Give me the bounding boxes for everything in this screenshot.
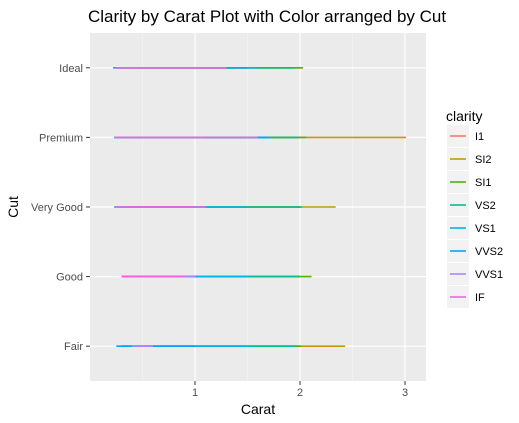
legend-label: I1	[475, 131, 484, 143]
y-axis-ticks: Fair Good Very Good Premium Ideal	[31, 63, 90, 353]
legend-item-vvs2: VVS2	[447, 240, 503, 262]
legend-label: SI2	[475, 154, 492, 166]
x-tick-label: 1	[192, 387, 198, 399]
legend-label: SI1	[475, 177, 492, 189]
x-tick-label: 3	[402, 387, 408, 399]
y-tick-label: Very Good	[31, 202, 83, 214]
series-marks	[113, 67, 407, 348]
chart-title: Clarity by Carat Plot with Color arrange…	[88, 7, 446, 26]
x-tick-label: 2	[297, 387, 303, 399]
legend-title: clarity	[446, 108, 483, 124]
legend-item-i1: I1	[447, 125, 484, 147]
legend-label: VS1	[475, 223, 496, 235]
y-tick-label: Fair	[64, 341, 83, 353]
legend-item-vs2: VS2	[447, 194, 496, 216]
legend: clarity I1 SI2 SI1 VS2 VS1 VVS2 VVS1 IF	[446, 108, 503, 308]
legend-item-if: IF	[447, 286, 485, 308]
x-axis-ticks: 1 2 3	[192, 381, 408, 399]
legend-label: IF	[475, 292, 485, 304]
y-axis-title: Cut	[5, 196, 21, 218]
legend-item-vvs1: VVS1	[447, 263, 503, 285]
legend-label: VS2	[475, 200, 496, 212]
legend-label: VVS2	[475, 246, 503, 258]
legend-label: VVS1	[475, 269, 503, 281]
legend-item-vs1: VS1	[447, 217, 496, 239]
series-if	[114, 67, 258, 278]
y-tick-label: Premium	[39, 132, 83, 144]
y-tick-label: Good	[56, 272, 83, 284]
legend-item-si2: SI2	[447, 148, 492, 170]
y-tick-label: Ideal	[59, 63, 83, 75]
x-axis-title: Carat	[241, 401, 275, 417]
legend-item-si1: SI1	[447, 171, 492, 193]
